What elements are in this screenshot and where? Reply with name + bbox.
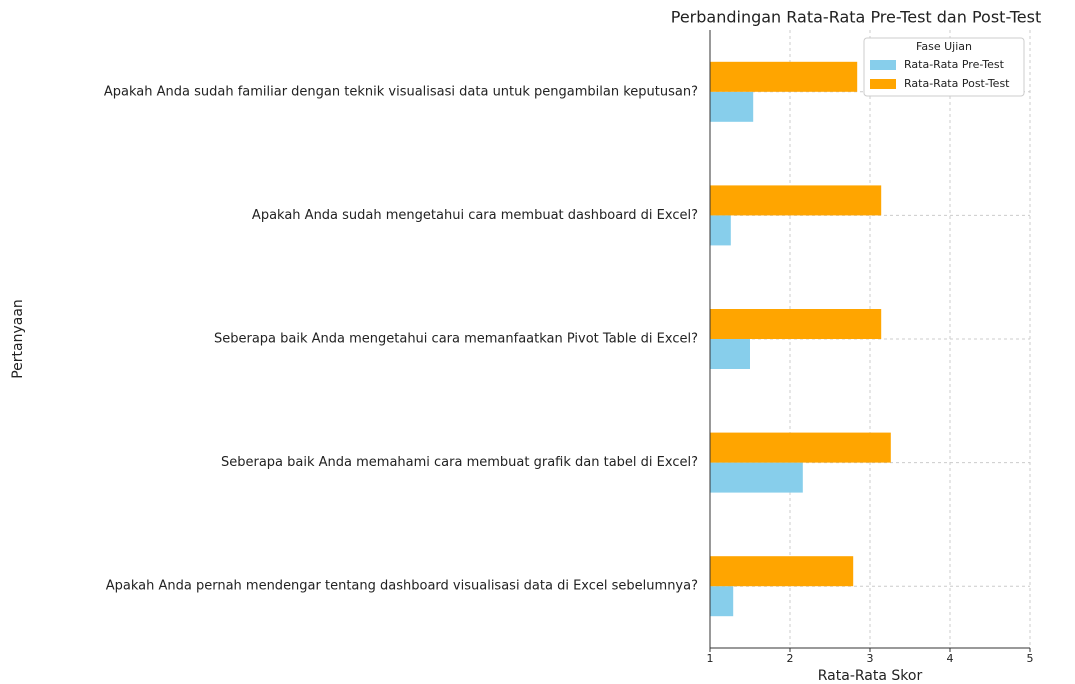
y-tick-label: Seberapa baik Anda memahami cara membuat… [221,455,698,470]
bar [710,462,803,493]
x-axis-label: Rata-Rata Skor [818,668,923,684]
y-tick-label: Seberapa baik Anda mengetahui cara meman… [214,332,698,347]
legend-label: Rata-Rata Pre-Test [904,58,1005,71]
y-tick-label: Apakah Anda pernah mendengar tentang das… [106,579,698,594]
x-tick-label: 2 [787,652,794,665]
x-tick-label: 3 [867,652,874,665]
y-tick-label: Apakah Anda sudah mengetahui cara membua… [252,208,698,223]
bar [710,91,754,122]
legend-box [863,37,1025,97]
bar [710,556,854,587]
bar [710,309,882,339]
bar [710,586,734,617]
bar [710,432,891,463]
legend-swatch [870,60,896,70]
chart-title: Perbandingan Rata-Rata Pre-Test dan Post… [671,8,1042,27]
y-tick-label: Apakah Anda sudah familiar dengan teknik… [104,84,698,99]
bar [710,215,731,246]
bar [710,61,858,92]
legend-label: Rata-Rata Post-Test [904,77,1010,90]
x-tick-label: 1 [707,652,714,665]
x-tick-label: 4 [947,652,954,665]
legend-swatch [870,79,896,89]
legend-title: Fase Ujian [916,40,972,53]
bar [710,185,882,216]
y-axis-label: Pertanyaan [10,299,26,379]
bar [710,339,750,369]
x-tick-label: 5 [1027,652,1034,665]
